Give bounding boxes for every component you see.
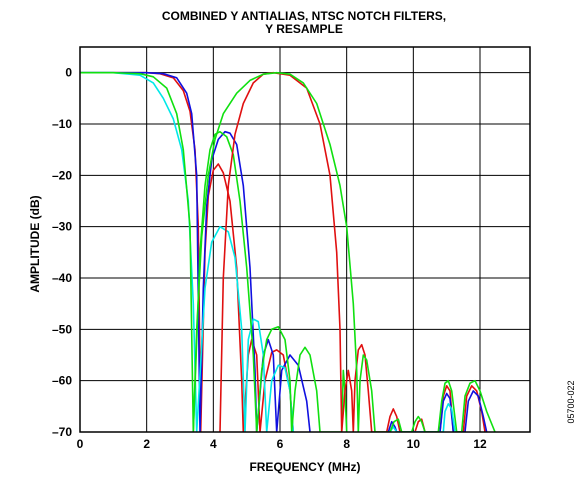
series-line-7 [389, 402, 456, 432]
series-line-2 [80, 71, 311, 432]
y-tick-label: –30 [52, 220, 72, 234]
x-tick-label: 2 [143, 437, 150, 451]
series-line-3 [80, 71, 295, 432]
figure-id: 05700-022 [566, 380, 576, 423]
series-line-1 [80, 71, 295, 432]
series-line-4 [80, 71, 348, 432]
x-tick-label: 4 [210, 437, 217, 451]
x-tick-label: 0 [77, 437, 84, 451]
y-tick-label: –70 [52, 425, 72, 439]
y-tick-label: –50 [52, 322, 72, 336]
chart-title-line-1: COMBINED Y ANTIALIAS, NTSC NOTCH FILTERS… [162, 9, 446, 23]
series-layer [80, 71, 496, 432]
plot-frame [79, 46, 531, 433]
y-axis-label: AMPLITUDE (dB) [28, 195, 42, 292]
y-tick-label: –20 [52, 168, 72, 182]
x-tick-label: 10 [407, 437, 421, 451]
grid [79, 47, 530, 433]
chart-title-line-2: Y RESAMPLE [265, 22, 343, 36]
x-tick-labels: 0 2 4 6 8 10 12 [77, 437, 487, 451]
x-tick-label: 8 [343, 437, 350, 451]
x-tick-label: 6 [277, 437, 284, 451]
x-tick-label: 12 [473, 437, 487, 451]
y-tick-label: –60 [52, 374, 72, 388]
y-tick-label: –10 [52, 117, 72, 131]
y-tick-label: 0 [65, 66, 72, 80]
series-line-5 [219, 71, 486, 432]
y-tick-label: –40 [52, 271, 72, 285]
y-tick-labels: 0 –10 –20 –30 –40 –50 –60 –70 [52, 66, 72, 439]
series-line-8 [192, 71, 496, 432]
x-axis-label: FREQUENCY (MHz) [249, 460, 360, 474]
series-line-6 [387, 390, 488, 432]
